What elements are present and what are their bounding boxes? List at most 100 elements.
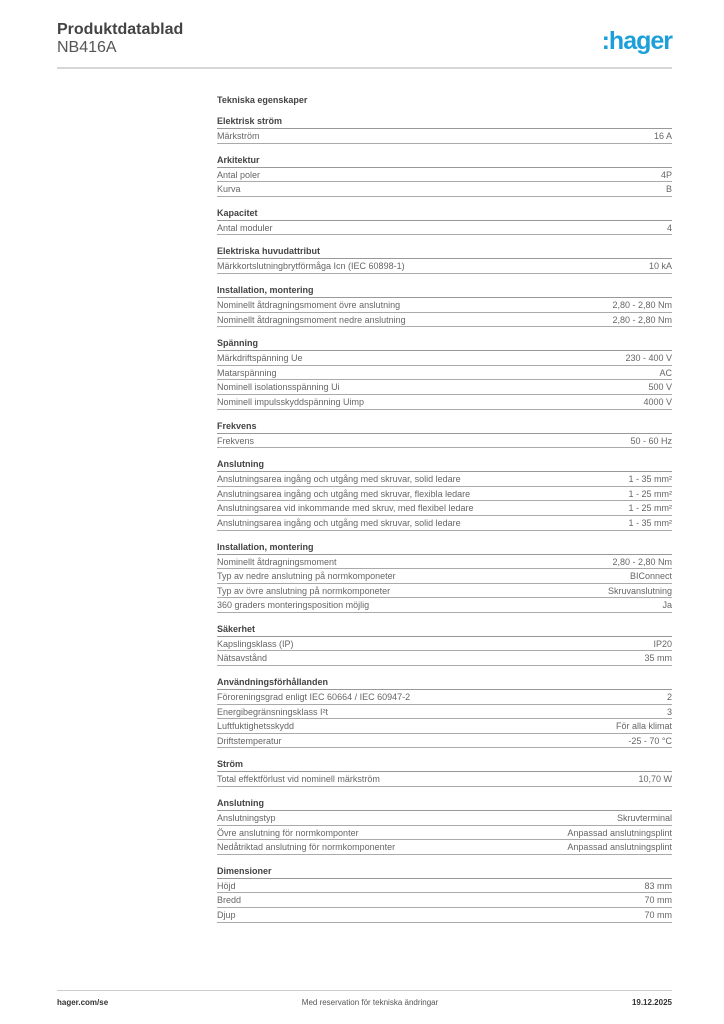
spec-label: Nominellt åtdragningsmoment nedre anslut… xyxy=(217,314,406,325)
footer-website[interactable]: hager.com/se xyxy=(57,998,109,1007)
spec-label: Märkdriftspänning Ue xyxy=(217,353,303,364)
spec-label: Typ av övre anslutning på normkomponeter xyxy=(217,585,391,596)
spec-label: Matarspänning xyxy=(217,367,277,378)
spec-label: Anslutningsarea ingång och utgång med sk… xyxy=(217,488,471,499)
spec-row: Nominellt åtdragningsmoment 2,80 - 2,80 N… xyxy=(217,555,672,570)
spec-label: Anslutningstyp xyxy=(217,813,276,824)
spec-label: Kurva xyxy=(217,184,241,195)
spec-label: Nominellt åtdragningsmoment övre anslutn… xyxy=(217,299,401,310)
spec-label: Nominellt åtdragningsmoment xyxy=(217,556,337,567)
spec-value: 70 mm xyxy=(644,910,672,920)
spec-section-title: Säkerhet xyxy=(217,622,672,637)
spec-value: 1 - 25 mm² xyxy=(628,503,672,514)
spec-label: Märkström xyxy=(217,131,260,141)
spec-value: 2,80 - 2,80 Nm xyxy=(612,556,672,567)
spec-section-title: Spänning xyxy=(217,336,672,352)
spec-value: 1 - 35 mm² xyxy=(628,517,672,528)
spec-label: Anslutningsarea ingång och utgång med sk… xyxy=(217,517,461,528)
spec-row: Övre anslutning för normkomponter Anpassa… xyxy=(217,826,672,841)
spec-section: Säkerhet Kapslingsklass (IP) IP20 Nätsavstå… xyxy=(217,622,672,667)
spec-value: Anpassad anslutningsplint xyxy=(567,842,672,853)
spec-row: Märkkortslutningbrytförmåga Icn (IEC 608… xyxy=(217,259,672,274)
spec-row: Antal moduler 4 xyxy=(217,221,672,236)
spec-value: IP20 xyxy=(653,638,672,649)
spec-section: Användningsförhållanden Föroreningsgrad e… xyxy=(217,675,672,749)
spec-label: Nätsavstånd xyxy=(217,653,268,664)
spec-row: Luftfuktighetsskydd För alla klimat xyxy=(217,719,672,734)
spec-row: Nominell isolationsspänning Ui 500 V xyxy=(217,380,672,395)
spec-section: Dimensioner Höjd 83 mm Bredd 70 mm Djup 70 mm xyxy=(217,864,672,923)
spec-section: Elektrisk ström Märkström 16 A xyxy=(217,114,672,144)
spec-label: Nedåtriktad anslutning för normkomponent… xyxy=(217,842,396,853)
spec-row: Driftstemperatur -25 - 70 °C xyxy=(217,734,672,749)
spec-section-title: Dimensioner xyxy=(217,864,672,879)
spec-value: 70 mm xyxy=(644,895,672,906)
spec-row: Typ av nedre anslutning på normkomponete… xyxy=(217,569,672,584)
spec-section: Kapacitet Antal moduler 4 xyxy=(217,206,672,236)
spec-row: Nedåtriktad anslutning för normkomponent… xyxy=(217,840,672,855)
spec-section-title: Frekvens xyxy=(217,419,672,434)
spec-section: Ström Total effektförlust vid nominell mä… xyxy=(217,757,672,788)
spec-section: Anslutning Anslutningstyp Skruvterminal Övr… xyxy=(217,796,672,855)
spec-label: Typ av nedre anslutning på normkomponete… xyxy=(217,571,396,582)
spec-label: Djup xyxy=(217,910,236,920)
spec-section-title: Användningsförhållanden xyxy=(217,675,672,691)
spec-row: Nätsavstånd 35 mm xyxy=(217,651,672,667)
spec-row: 360 graders monteringsposition möjlig Ja xyxy=(217,598,672,613)
spec-value: 1 - 25 mm² xyxy=(628,488,672,499)
spec-section-title: Installation, montering xyxy=(217,283,672,298)
spec-label: Frekvens xyxy=(217,435,255,446)
spec-label: Föroreningsgrad enligt IEC 60664 / IEC 6… xyxy=(217,692,411,703)
spec-value: 2 xyxy=(666,692,672,703)
spec-row: Energibegränsningsklass I²t 3 xyxy=(217,705,672,720)
spec-row: Matarspänning AC xyxy=(217,366,672,381)
spec-section: Frekvens Frekvens 50 - 60 Hz xyxy=(217,419,672,449)
spec-row: Nominell impulsskyddspänning Uimp 4000 V xyxy=(217,395,672,410)
spec-section: Elektriska huvudattribut Märkkortslutning… xyxy=(217,244,672,274)
spec-row: Typ av övre anslutning på normkomponeter… xyxy=(217,584,672,599)
spec-row: Föroreningsgrad enligt IEC 60664 / IEC 6… xyxy=(217,690,672,705)
spec-value: 10 kA xyxy=(648,261,672,272)
spec-label: Höjd xyxy=(217,880,236,891)
spec-label: Övre anslutning för normkomponter xyxy=(217,827,359,838)
spec-section: Installation, montering Nominellt åtdragn… xyxy=(217,283,672,328)
footer: hager.com/se Med reservation för teknisk… xyxy=(57,990,672,1007)
spec-label: 360 graders monteringsposition möjlig xyxy=(217,600,370,611)
spec-row: Nominellt åtdragningsmoment övre anslutn… xyxy=(217,298,672,313)
spec-row: Anslutningsarea ingång och utgång med sk… xyxy=(217,487,672,502)
spec-value: Ja xyxy=(662,600,672,611)
spec-row: Antal poler 4P xyxy=(217,168,672,183)
spec-row: Märkdriftspänning Ue 230 - 400 V xyxy=(217,351,672,366)
spec-value: Skruvanslutning xyxy=(607,585,672,596)
spec-value: BIConnect xyxy=(629,571,672,582)
spec-row: Anslutningstyp Skruvterminal xyxy=(217,811,672,826)
spec-row: Total effektförlust vid nominell märkstr… xyxy=(217,772,672,788)
spec-section-title: Elektriska huvudattribut xyxy=(217,244,672,260)
spec-row: Anslutningsarea ingång och utgång med sk… xyxy=(217,472,672,487)
spec-label: Märkkortslutningbrytförmåga Icn (IEC 608… xyxy=(217,261,405,272)
spec-label: Total effektförlust vid nominell märkstr… xyxy=(217,774,380,785)
footer-note: Med reservation för tekniska ändringar xyxy=(301,998,439,1007)
spec-label: Kapslingsklass (IP) xyxy=(217,638,294,649)
spec-label: Anslutningsarea ingång och utgång med sk… xyxy=(217,474,461,485)
section-heading: Tekniska egenskaper xyxy=(217,95,308,105)
document-title: Produktdatablad xyxy=(57,21,184,38)
spec-value: AC xyxy=(659,367,672,378)
spec-value: 35 mm xyxy=(644,653,672,664)
spec-value: 16 A xyxy=(653,131,672,141)
spec-section-title: Kapacitet xyxy=(217,206,672,221)
spec-value: 50 - 60 Hz xyxy=(630,435,672,446)
spec-section-title: Anslutning xyxy=(217,796,672,812)
spec-row: Anslutningsarea ingång och utgång med sk… xyxy=(217,516,672,531)
spec-label: Bredd xyxy=(217,895,242,906)
spec-row: Nominellt åtdragningsmoment nedre anslut… xyxy=(217,313,672,328)
spec-value: 2,80 - 2,80 Nm xyxy=(612,299,672,310)
spec-value: 83 mm xyxy=(644,880,672,891)
spec-row: Kapslingsklass (IP) IP20 xyxy=(217,637,672,652)
technical-properties: Tekniska egenskaper Elektrisk ström Märks… xyxy=(217,95,672,932)
spec-section: Arkitektur Antal poler 4P Kurva B xyxy=(217,153,672,197)
spec-section-title: Ström xyxy=(217,757,672,773)
spec-row: Djup 70 mm xyxy=(217,908,672,923)
spec-value: 4P xyxy=(660,169,672,180)
spec-value: 230 - 400 V xyxy=(625,353,672,364)
